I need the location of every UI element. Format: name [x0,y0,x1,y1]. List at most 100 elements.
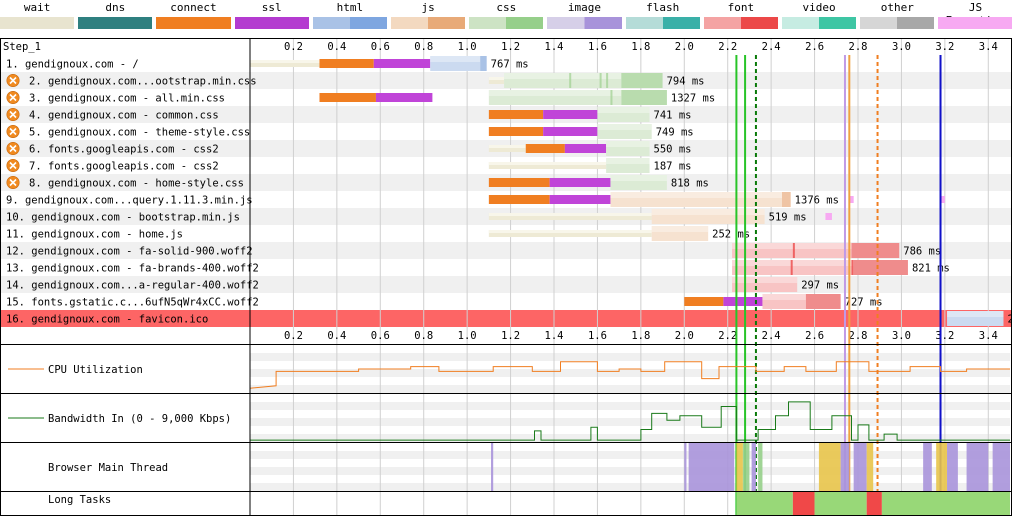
chunk-mark [790,260,793,275]
blocking-warning-icon-x [9,110,17,119]
ttfb-bar [597,124,652,139]
request-label: 12. gendignoux.com - fa-solid-900.woff2 [6,246,253,258]
tick-label: 2.2 [718,330,737,342]
request-label: 5. gendignoux.com - theme-style.css [29,127,250,139]
main-thread-activity [688,443,735,491]
request-label: 6. fonts.googleapis.com - css2 [29,144,219,156]
request-label: 16. gendignoux.com - favicon.ico [6,314,208,326]
request-time: 786 ms [903,246,941,258]
ttfb-bar-hi [430,56,481,62]
bandwidth-label: Bandwidth In (0 - 9,000 Kbps) [48,413,231,425]
main-thread-activity [936,443,948,491]
tick-label: 3.2 [935,330,954,342]
blocking-warning-icon-x [9,127,17,136]
wait-bar-hi [488,162,607,165]
request-label: 3. gendignoux.com - all.min.css [29,93,225,105]
chunk-mark [606,73,609,88]
request-row[interactable] [0,310,1012,327]
metric-stripe [250,402,1010,410]
ttfb-bar-hi [947,311,1004,317]
wait-bar-hi [488,230,652,233]
main-thread-activity [758,443,763,491]
long-task-block [814,492,867,515]
metric-stripe [250,369,1010,377]
main-thread-activity [736,443,743,491]
metric-stripe [250,434,1010,442]
connect-bar [684,297,724,306]
ttfb-bar [610,175,667,190]
metric-stripe [250,483,1010,491]
legend-item-js-execution: JS Execution [938,0,1012,36]
connect-bar [488,110,544,119]
ttfb-bar [606,141,650,156]
main-thread-label: Browser Main Thread [48,462,168,474]
tick-label: 3.0 [892,330,911,342]
legend-item-video: video [782,0,857,36]
legend-swatch [78,17,153,29]
cpu-utilization-line [249,361,1010,389]
legend-label: css [496,1,517,14]
legend-item-other: other [860,0,935,36]
tick-label: 1.4 [545,41,564,53]
request-label: 11. gendignoux.com - home.js [6,229,183,241]
tick-label: 2.6 [805,330,824,342]
chunk-mark [610,90,613,105]
legend-item-dns: dns [78,0,153,36]
ttfb-bar-hi [651,226,709,232]
download-bar [853,260,908,275]
request-time: 818 ms [671,178,709,190]
ttfb-bar-hi [732,260,854,266]
cpu-label: CPU Utilization [48,364,143,376]
legend-label: js [421,1,435,14]
legend-swatch [625,17,700,29]
ttfb-bar [762,294,806,309]
request-label: 4. gendignoux.com - common.css [29,110,219,122]
request-label: 10. gendignoux.com - bootstrap.min.js [6,212,240,224]
download-bar [480,56,487,71]
main-thread-activity [866,443,874,491]
request-time: 749 ms [656,127,694,139]
wait-bar [488,77,505,84]
ssl-bar [373,59,431,68]
wait-bar [488,230,652,237]
request-label: 15. fonts.gstatic.c...6ufN5qWr4xCC.woff2 [6,297,259,309]
main-thread-activity [491,443,494,491]
tick-label: 0.4 [327,330,346,342]
long-task-block [792,492,815,515]
download-bar [805,294,841,309]
legend-swatch [391,17,466,29]
tick-label: 0.8 [414,41,433,53]
request-time: 255 ms (404) [1007,314,1012,326]
legend-item-ssl: ssl [234,0,309,36]
request-time: 821 ms [912,263,950,275]
legend-swatch [312,17,387,29]
ttfb-bar [732,260,854,275]
request-time: 727 ms [845,297,883,309]
ttfb-bar [947,311,1004,326]
request-label: 9. gendignoux.com...query.1.11.3.min.js [6,195,253,207]
download-bar [782,192,791,207]
connect-bar [488,195,550,204]
request-label: 1. gendignoux.com - / [6,59,139,71]
request-row[interactable] [0,55,1012,72]
legend-swatch [469,17,544,29]
ssl-bar [723,297,763,306]
main-thread-activity [966,443,989,491]
ssl-bar [543,127,598,136]
waterfall-chart: 0.2 0.2 0.4 0.4 0.6 0.6 0.8 0.8 1.0 1.0 1.2 1.2 1.4 1… [0,38,1012,516]
ttfb-bar-hi [488,90,622,96]
tick-label: 0.2 [284,41,303,53]
request-label: 7. fonts.googleapis.com - css2 [29,161,219,173]
tick-label: 1.8 [631,41,650,53]
legend-label: font [727,1,755,14]
legend-item-js: js [391,0,466,36]
legend-label: image [567,1,602,14]
ttfb-bar-hi [610,192,782,198]
long-task-block [736,492,793,515]
legend-label: connect [170,1,217,14]
ttfb-bar-hi [762,294,806,300]
legend-item-image: image [547,0,622,36]
wait-bar-hi [488,213,652,216]
chunk-mark [851,260,854,275]
tick-label: 2.4 [762,41,781,53]
